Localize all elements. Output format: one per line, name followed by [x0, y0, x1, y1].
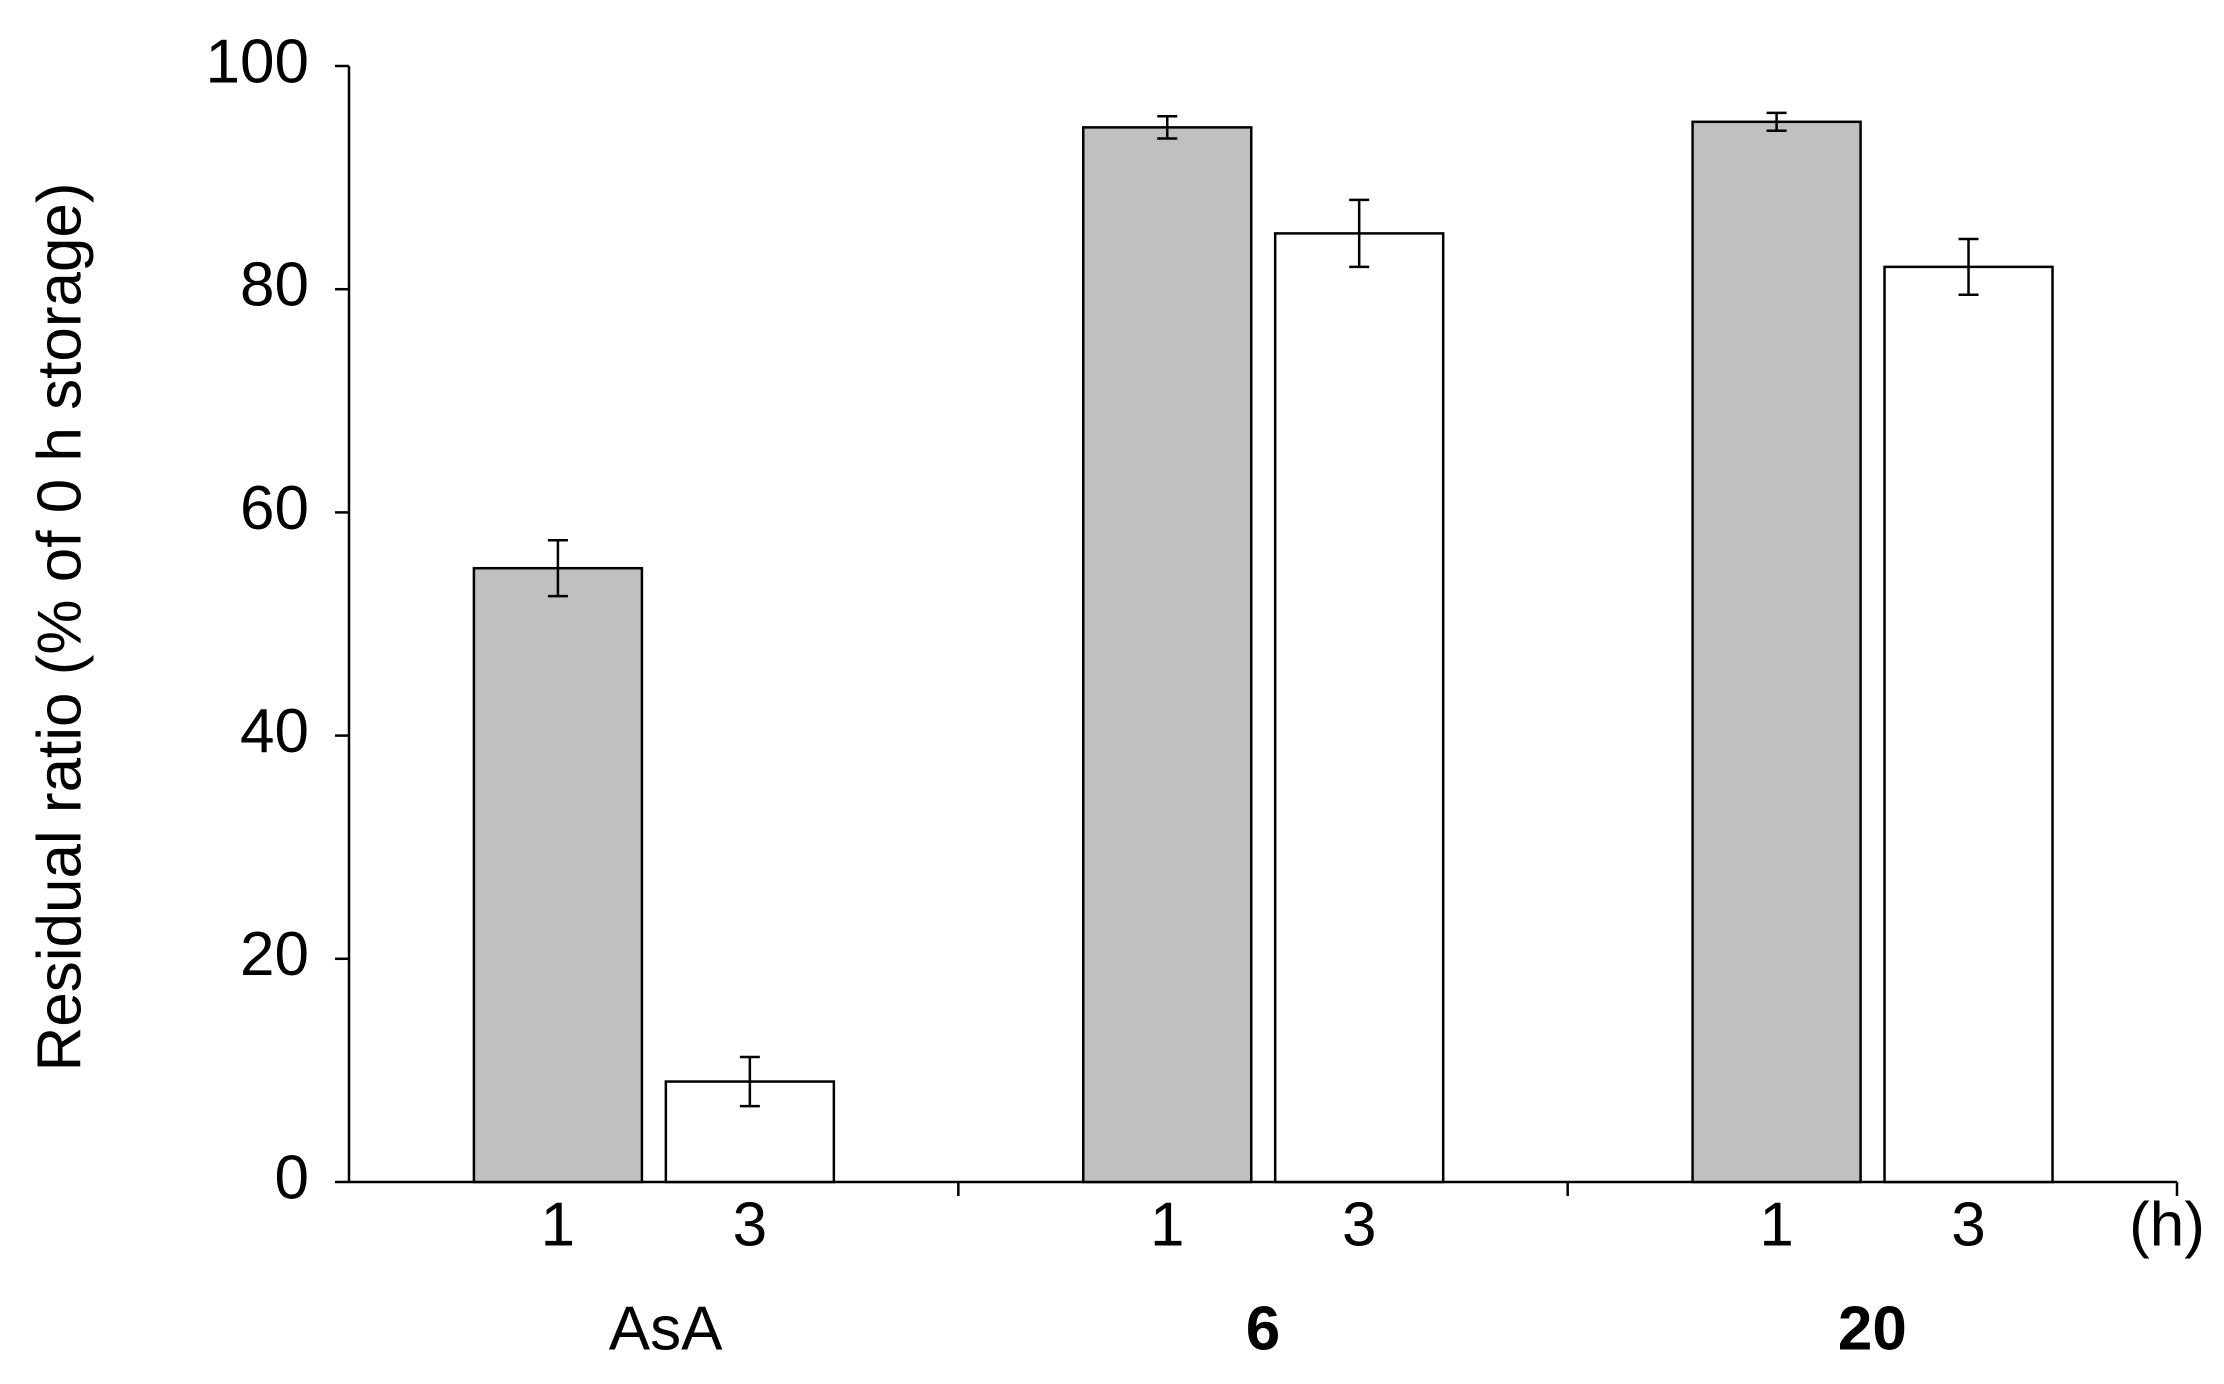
- y-tick-label: 80: [240, 251, 309, 320]
- series-label: 3: [1342, 1190, 1376, 1259]
- y-tick-label: 100: [206, 27, 309, 96]
- category-label: 20: [1838, 1294, 1907, 1363]
- category-label: AsA: [609, 1294, 723, 1363]
- y-tick-label: 60: [240, 474, 309, 543]
- series-label: 1: [1150, 1190, 1184, 1259]
- y-tick-label: 40: [240, 697, 309, 766]
- y-tick-label: 0: [275, 1143, 309, 1212]
- category-label: 6: [1246, 1294, 1280, 1363]
- bar: [1081, 126, 1253, 1184]
- series-label: 3: [1951, 1190, 1985, 1259]
- series-label: 1: [541, 1190, 575, 1259]
- y-axis-label: Residual ratio (% of 0 h storage): [25, 182, 94, 1071]
- x-axis-unit: (h): [2129, 1190, 2205, 1259]
- bar: [472, 566, 644, 1184]
- series-label: 1: [1759, 1190, 1793, 1259]
- bar: [1691, 120, 1862, 1184]
- y-tick-label: 20: [240, 920, 309, 989]
- bar: [1883, 265, 2054, 1184]
- series-label: 3: [733, 1190, 767, 1259]
- bar: [1273, 232, 1445, 1184]
